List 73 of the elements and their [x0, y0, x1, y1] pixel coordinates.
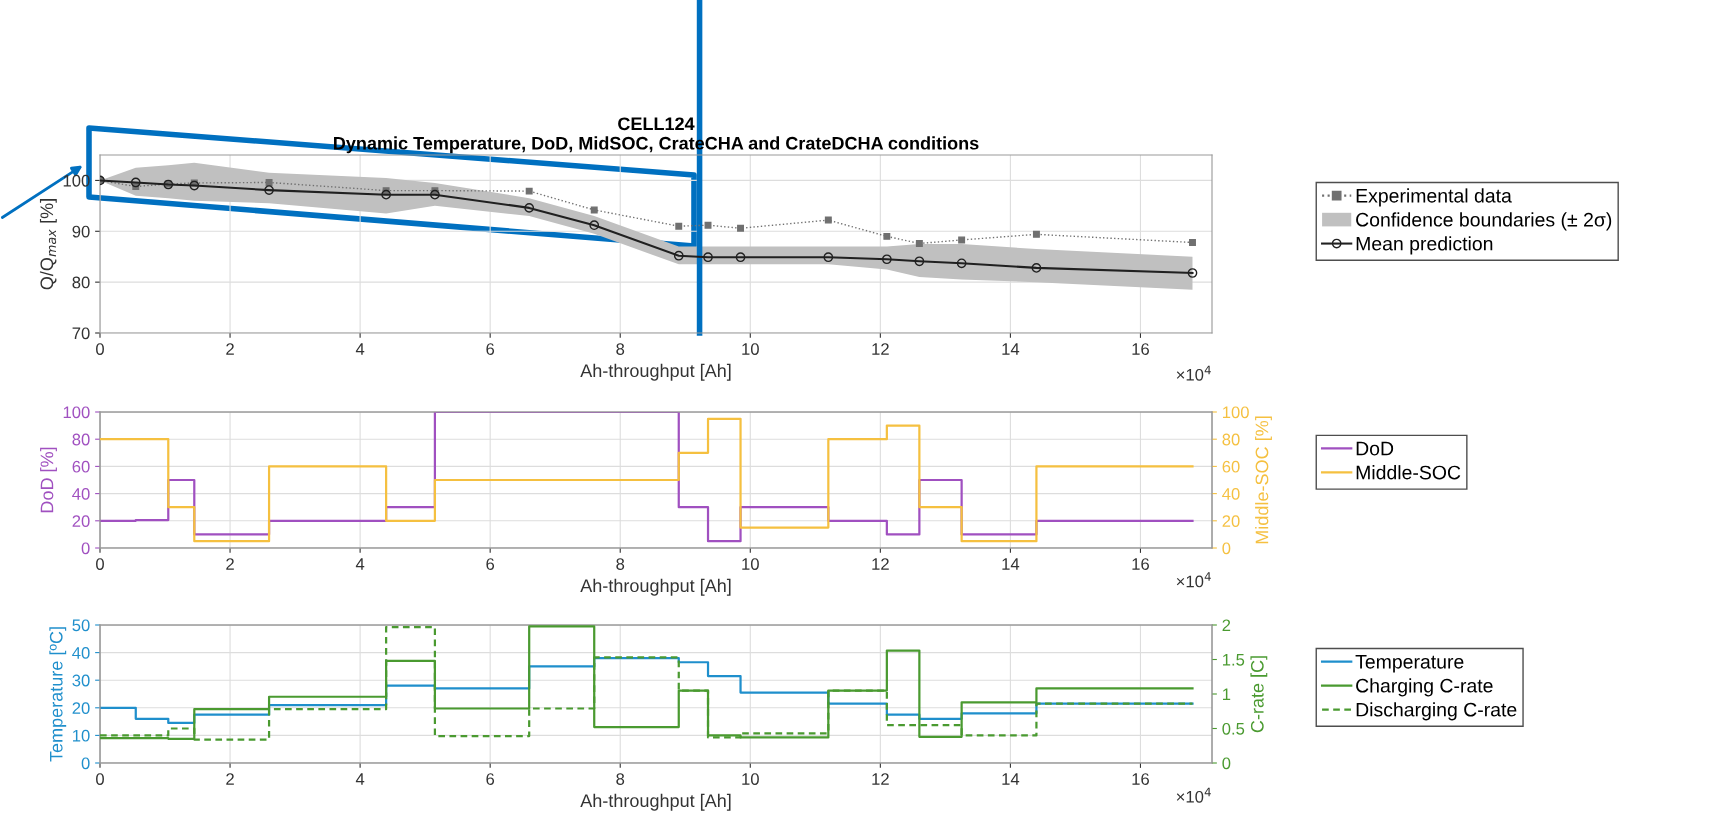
- x-tick-label: 8: [616, 343, 625, 355]
- legend-label: Charging C-rate: [1356, 678, 1493, 697]
- y-axis-title: Temperature [ºC]: [49, 627, 67, 762]
- x-tick-label: 14: [1002, 773, 1020, 785]
- x-tick-label: 10: [742, 343, 759, 355]
- x-tick-label: 4: [355, 558, 365, 570]
- y-tick-label: 100: [63, 406, 90, 419]
- x-tick-label: 16: [1132, 343, 1150, 355]
- y-tick-label: 10: [73, 729, 90, 742]
- y-tick-label: 90: [72, 225, 90, 238]
- x-tick-label: 0: [96, 343, 104, 355]
- legend-label: Discharging C-rate: [1356, 702, 1517, 721]
- x-tick-label: 2: [226, 343, 234, 355]
- y-tick-label: 30: [72, 674, 90, 687]
- legend-label: Experimental data: [1356, 188, 1512, 207]
- text: ×10$^{4}$: [1176, 787, 1211, 803]
- y-tick-label: 0: [81, 757, 90, 770]
- y2-tick-label: 1: [1222, 688, 1231, 701]
- text: ×10$^{4}$: [1176, 572, 1211, 588]
- y-tick-label: 40: [72, 647, 90, 659]
- x-tick-label: 0: [96, 558, 104, 570]
- x-tick-label: 10: [742, 773, 759, 785]
- x-axis-title: Ah-throughput [Ah]: [580, 793, 731, 811]
- y-axis-title: DoD [%]: [40, 447, 57, 513]
- x-tick-label: 6: [486, 773, 495, 785]
- chart-title: CELL124: [618, 117, 695, 131]
- y-tick-label: 80: [72, 433, 90, 446]
- x-tick-label: 12: [872, 773, 889, 785]
- legend-label: DoD: [1356, 441, 1394, 456]
- x-tick-label: 2: [226, 773, 234, 785]
- y-tick-label: 60: [72, 460, 90, 473]
- legend-label: Confidence boundaries (± 2σ): [1356, 212, 1612, 231]
- x-tick-label: 14: [1002, 558, 1020, 570]
- y-tick-label: 80: [72, 276, 90, 289]
- x-tick-label: 16: [1132, 558, 1150, 570]
- x-tick-label: 16: [1132, 773, 1150, 785]
- x-axis-title: Ah-throughput [Ah]: [580, 578, 731, 596]
- y2-tick-label: 0.5: [1222, 722, 1245, 735]
- y2-tick-label: 100: [1222, 406, 1249, 419]
- y-tick-label: 0: [81, 542, 90, 555]
- x-tick-label: 12: [872, 343, 889, 355]
- legend-label: Temperature: [1355, 655, 1464, 673]
- x-tick-label: 14: [1002, 343, 1020, 355]
- y-tick-label: 20: [72, 702, 90, 714]
- y-tick-label: 40: [72, 488, 90, 500]
- x-tick-label: 4: [355, 343, 365, 355]
- x-tick-label: 8: [616, 773, 625, 785]
- legend-label: Mean prediction: [1356, 236, 1493, 255]
- y2-tick-label: 2: [1222, 619, 1231, 632]
- y-tick-label: 50: [72, 619, 90, 632]
- y2-tick-label: 1.5: [1222, 654, 1245, 666]
- y2-axis-title: Middle-SOC [%]: [1255, 416, 1272, 544]
- y2-tick-label: 0: [1222, 757, 1231, 770]
- x-tick-label: 2: [226, 558, 234, 570]
- text: ×10$^{4}$: [1176, 365, 1211, 381]
- x-tick-label: 6: [486, 343, 495, 355]
- legend-label: Middle-SOC: [1356, 465, 1461, 480]
- y2-axis-title: C-rate [C]: [1250, 656, 1268, 733]
- y-tick-label: 70: [72, 327, 90, 340]
- x-tick-label: 0: [96, 773, 104, 785]
- x-tick-label: 10: [742, 558, 759, 570]
- y-tick-label: 20: [72, 515, 90, 527]
- y2-tick-label: 0: [1222, 542, 1231, 555]
- y-axis-title: Q/Q$_{max}$ [%]: [39, 199, 57, 290]
- x-tick-label: 12: [872, 558, 889, 570]
- x-tick-label: 4: [355, 773, 365, 785]
- y2-tick-label: 80: [1222, 433, 1240, 446]
- y2-tick-label: 40: [1222, 488, 1240, 500]
- y2-tick-label: 20: [1222, 515, 1240, 527]
- y2-tick-label: 60: [1222, 460, 1240, 473]
- x-tick-label: 6: [486, 558, 495, 570]
- x-tick-label: 8: [616, 558, 625, 570]
- x-axis-title: Ah-throughput [Ah]: [580, 363, 731, 381]
